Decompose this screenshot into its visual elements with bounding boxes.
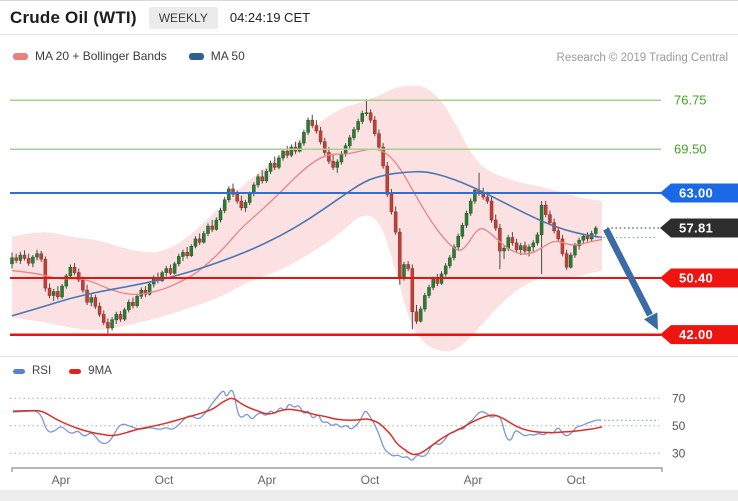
price-badge-label: 63.00 (679, 186, 713, 201)
x-axis-month-label: Apr (258, 473, 277, 487)
price-badge-42.00 (660, 325, 738, 345)
x-axis-month-label: Apr (464, 473, 483, 487)
candlestick-series (10, 99, 598, 334)
x-axis-month-label: Oct (567, 473, 586, 487)
price-level-label: 69.50 (674, 142, 707, 157)
price-levels: 76.75 69.50 63.00 57.81 50.40 42.00 (10, 93, 738, 345)
ma50-line (11, 170, 603, 317)
price-level-label: 76.75 (674, 93, 707, 108)
ma20-line (11, 148, 603, 296)
timeframe-badge: WEEKLY (148, 6, 218, 29)
rsi-panel: 70 50 30 (10, 389, 686, 461)
ma20-bollinger-swatch-icon (13, 52, 28, 60)
rsi-gridline-label: 70 (672, 391, 686, 405)
legend-ma50: MA 50 (188, 49, 245, 63)
rsi-swatch-icon (13, 368, 25, 374)
x-axis-month-label: Oct (361, 473, 380, 487)
x-axis: Apr Oct Apr Oct Apr Oct (11, 467, 663, 487)
panel-divider (0, 356, 738, 357)
legend-ma50-label: MA 50 (210, 49, 245, 63)
legend-rsi-label: RSI (32, 365, 52, 377)
forecast-down-arrow (603, 227, 658, 330)
chart-header: Crude Oil (WTI) WEEKLY 04:24:19 CET (0, 1, 738, 35)
legend-ma20-bollinger: MA 20 + Bollinger Bands (13, 49, 167, 63)
ma50-swatch-icon (188, 52, 204, 60)
ma9-swatch-icon (69, 368, 82, 374)
main-chart-legend: MA 20 + Bollinger Bands MA 50 (13, 49, 245, 63)
x-axis-month-label: Oct (155, 473, 174, 487)
rsi-legend: RSI 9MA (13, 365, 112, 377)
quote-time: 04:24:19 CET (229, 10, 311, 25)
legend-9ma: 9MA (69, 365, 112, 377)
rsi-gridline-label: 30 (672, 446, 686, 460)
price-badge-63.00 (660, 183, 738, 203)
price-badge-57.81 (660, 218, 738, 238)
rsi-gridline-label: 50 (672, 419, 686, 433)
price-badge-label: 57.81 (679, 221, 713, 236)
footer-strip (0, 490, 738, 501)
legend-9ma-label: 9MA (88, 365, 112, 377)
price-badge-label: 42.00 (679, 327, 713, 342)
x-axis-month-label: Apr (52, 473, 71, 487)
price-badge-label: 50.40 (679, 270, 713, 285)
instrument-title: Crude Oil (WTI) (10, 7, 137, 27)
bollinger-band-area (12, 85, 602, 352)
price-badge-50.40 (660, 268, 738, 288)
legend-ma20-bollinger-label: MA 20 + Bollinger Bands (35, 49, 167, 63)
research-credit: Research © 2019 Trading Central (556, 52, 728, 64)
legend-rsi: RSI (13, 365, 51, 377)
